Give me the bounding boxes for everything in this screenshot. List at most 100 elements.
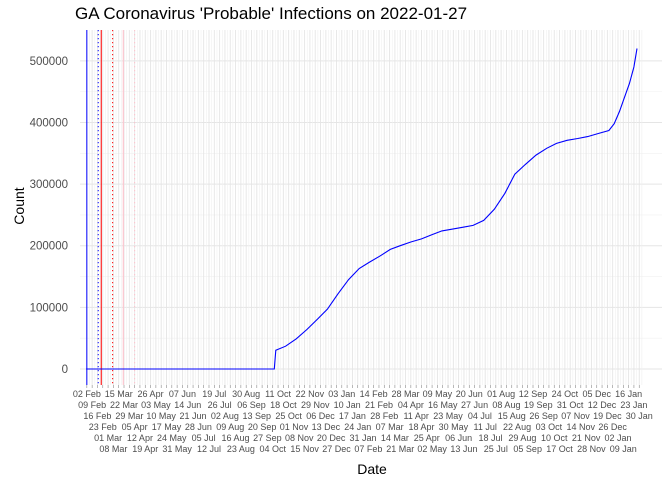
x-tick-label: 01 Aug [487, 389, 515, 399]
x-tick-label: 17 Oct [546, 444, 573, 454]
x-tick-label: 29 Aug [508, 433, 536, 443]
x-tick-label: 21 Mar [386, 444, 414, 454]
x-tick-label: 02 Aug [211, 411, 239, 421]
x-tick-label: 23 May [433, 411, 463, 421]
x-tick-label: 03 Jan [328, 389, 355, 399]
x-tick-label: 30 May [439, 422, 469, 432]
x-tick-label: 30 Aug [232, 389, 260, 399]
x-tick-label: 13 Jun [450, 444, 477, 454]
x-tick-label: 02 May [417, 444, 447, 454]
series-line [86, 48, 638, 370]
x-tick-label: 31 Oct [557, 400, 584, 410]
x-tick-label: 04 Jul [468, 411, 492, 421]
x-tick-label: 05 Dec [582, 389, 611, 399]
x-tick-label: 09 Feb [78, 400, 106, 410]
x-tick-label: 28 Jun [185, 422, 212, 432]
x-tick-label: 22 Nov [296, 389, 325, 399]
x-tick-label: 25 Jul [484, 444, 508, 454]
x-tick-label: 05 Sep [513, 444, 542, 454]
x-tick-label: 15 Aug [498, 411, 526, 421]
y-tick-label: 300000 [30, 179, 68, 191]
x-tick-label: 12 Dec [588, 400, 617, 410]
x-tick-label: 19 Sep [524, 400, 553, 410]
x-tick-label: 03 Oct [536, 422, 563, 432]
x-tick-label: 26 Sep [529, 411, 558, 421]
x-tick-label: 04 Apr [398, 400, 424, 410]
x-tick-label: 22 Aug [503, 422, 531, 432]
x-tick-label: 16 Aug [222, 433, 250, 443]
x-tick-label: 07 Feb [354, 444, 382, 454]
x-tick-label: 19 Jul [202, 389, 226, 399]
x-tick-label: 28 Mar [392, 389, 420, 399]
x-tick-label: 18 Apr [408, 422, 434, 432]
y-tick-label: 500000 [30, 56, 68, 68]
x-axis-label: Date [357, 461, 387, 477]
x-tick-label: 25 Apr [414, 433, 440, 443]
x-tick-label: 19 Apr [132, 444, 158, 454]
x-tick-label: 02 Feb [73, 389, 101, 399]
y-tick-label: 400000 [30, 117, 68, 129]
x-tick-label: 20 Sep [248, 422, 277, 432]
x-tick-label: 08 Nov [285, 433, 314, 443]
y-tick-label: 200000 [30, 241, 68, 253]
x-tick-label: 16 Jan [615, 389, 642, 399]
x-tick-label: 26 Jul [208, 400, 232, 410]
x-tick-label: 06 Jun [445, 433, 472, 443]
x-tick-label: 10 Oct [541, 433, 568, 443]
x-tick-label: 13 Dec [312, 422, 341, 432]
x-tick-label: 27 Sep [253, 433, 282, 443]
chart-title: GA Coronavirus 'Probable' Infections on … [75, 4, 468, 23]
x-tick-label: 23 Aug [227, 444, 255, 454]
x-tick-label: 21 Jun [180, 411, 207, 421]
x-tick-label: 05 Jul [192, 433, 216, 443]
x-tick-label: 07 Mar [376, 422, 404, 432]
x-tick-label: 02 Jan [604, 433, 631, 443]
x-tick-label: 10 May [146, 411, 176, 421]
y-tick-label: 0 [62, 364, 68, 376]
x-tick-label: 18 Jul [478, 433, 502, 443]
x-tick-label: 16 Feb [83, 411, 111, 421]
x-tick-label: 29 Mar [115, 411, 143, 421]
x-tick-label: 24 Oct [552, 389, 579, 399]
x-tick-label: 21 Nov [572, 433, 601, 443]
x-tick-label: 27 Dec [322, 444, 351, 454]
x-tick-label: 26 Dec [598, 422, 627, 432]
x-tick-label: 14 Jun [174, 400, 201, 410]
x-tick-label: 27 Jun [461, 400, 488, 410]
x-tick-label: 09 May [423, 389, 453, 399]
x-tick-label: 14 Mar [381, 433, 409, 443]
x-tick-label: 18 Oct [270, 400, 297, 410]
x-tick-label: 09 Aug [216, 422, 244, 432]
y-tick-label: 100000 [30, 302, 68, 314]
x-tick-label: 21 Feb [365, 400, 393, 410]
x-tick-label: 15 Nov [290, 444, 319, 454]
x-tick-label: 20 Dec [317, 433, 346, 443]
x-tick-label: 19 Dec [593, 411, 622, 421]
x-tick-label: 15 Mar [105, 389, 133, 399]
x-tick-label: 07 Nov [561, 411, 590, 421]
x-tick-label: 05 Apr [122, 422, 148, 432]
x-tick-label: 09 Jan [610, 444, 637, 454]
x-tick-label: 23 Feb [89, 422, 117, 432]
x-tick-label: 31 Jan [350, 433, 377, 443]
x-tick-label: 20 Jun [456, 389, 483, 399]
x-tick-label: 14 Feb [360, 389, 388, 399]
x-tick-label: 11 Jul [474, 422, 497, 432]
x-tick-label: 10 Jan [334, 400, 361, 410]
x-tick-label: 28 Nov [577, 444, 606, 454]
x-tick-label: 30 Jan [626, 411, 653, 421]
x-tick-label: 01 Mar [94, 433, 122, 443]
x-tick-label: 08 Mar [99, 444, 127, 454]
x-tick-label: 03 May [141, 400, 171, 410]
x-tick-label: 31 May [162, 444, 192, 454]
x-tick-label: 01 Nov [280, 422, 309, 432]
x-tick-label: 14 Nov [567, 422, 596, 432]
x-tick-label: 17 Jan [339, 411, 366, 421]
x-tick-label: 24 May [157, 433, 187, 443]
x-tick-label: 06 Dec [306, 411, 335, 421]
x-tick-label: 11 Oct [265, 389, 291, 399]
x-tick-label: 23 Jan [620, 400, 647, 410]
x-tick-label: 17 May [152, 422, 182, 432]
x-tick-label: 24 Jan [344, 422, 371, 432]
